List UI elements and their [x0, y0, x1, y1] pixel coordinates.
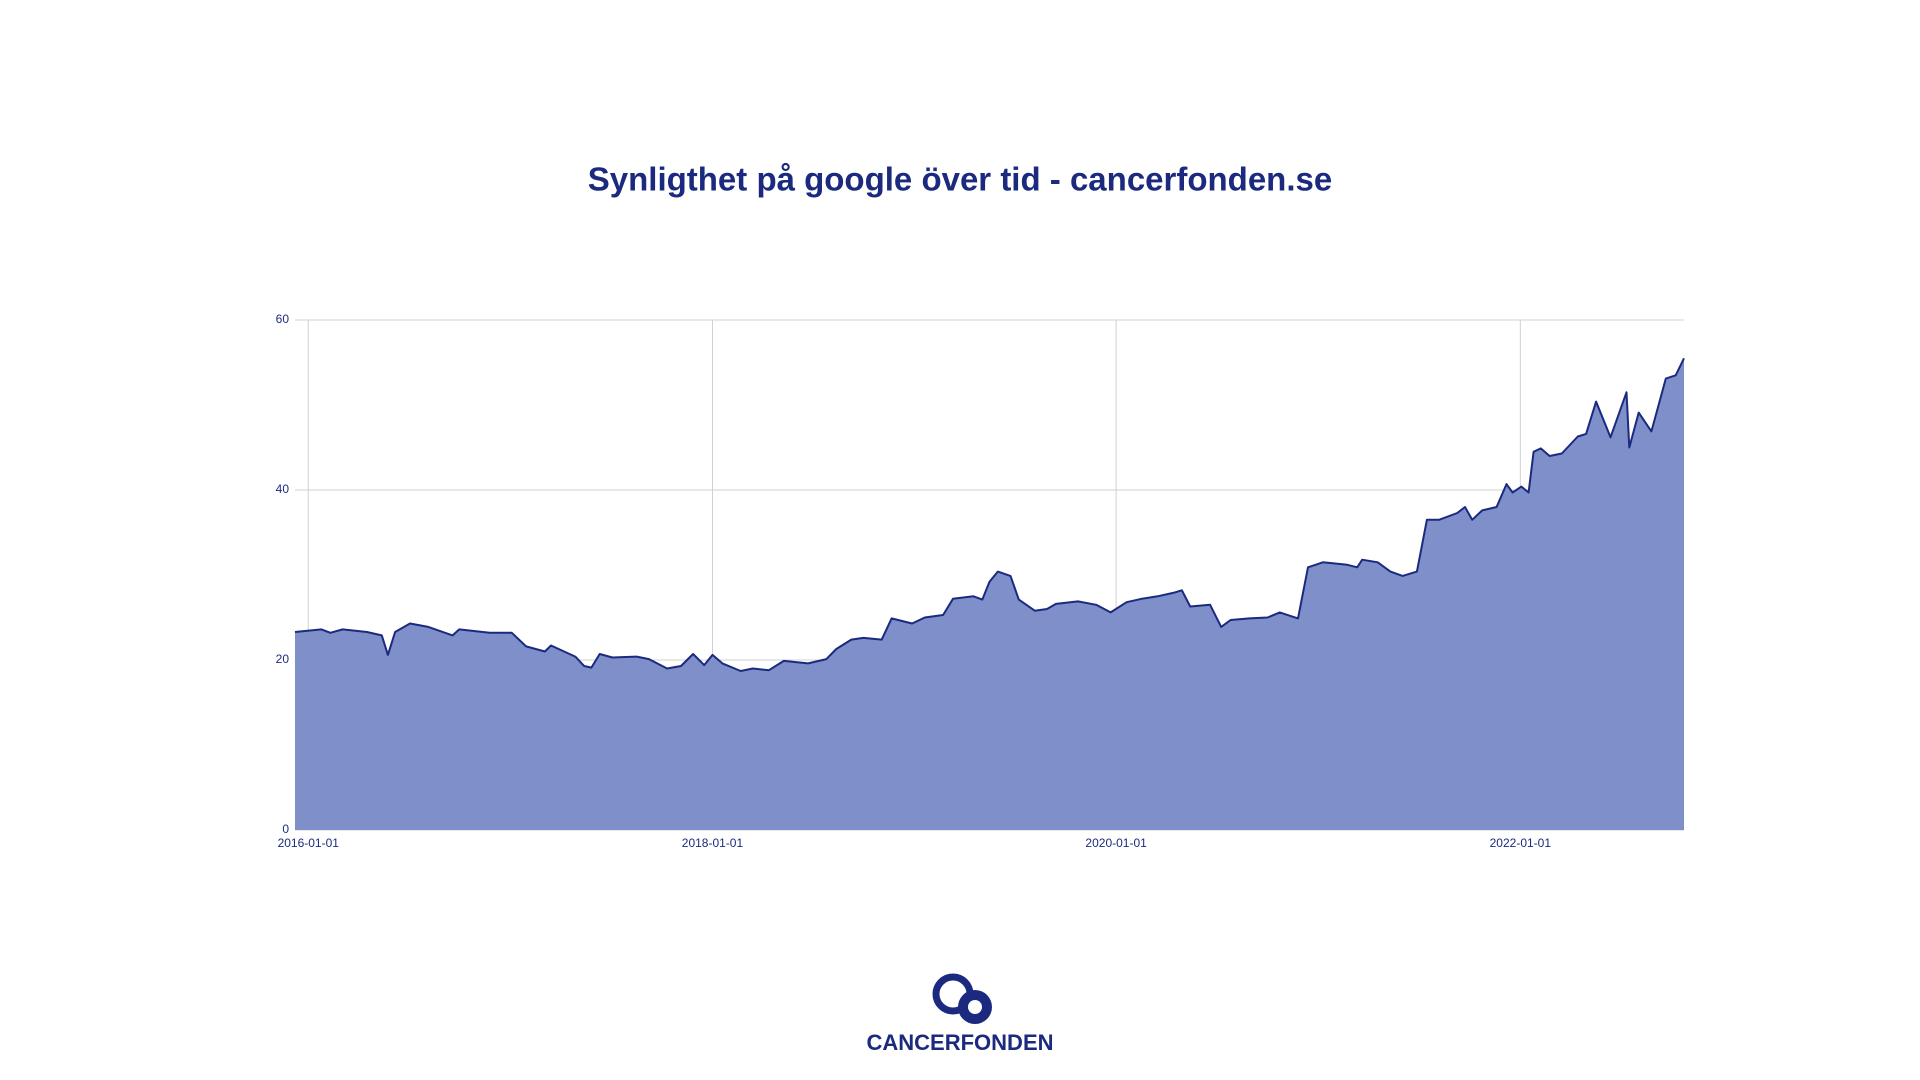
chart-title: Synligthet på google över tid - cancerfo… — [588, 161, 1332, 198]
logo-hole — [968, 1000, 982, 1014]
y-tick-label: 40 — [276, 482, 290, 496]
logo-text: CANCERFONDEN — [867, 1030, 1054, 1055]
x-tick-label: 2016-01-01 — [278, 836, 340, 850]
y-tick-label: 60 — [276, 312, 290, 326]
logo — [932, 973, 992, 1024]
x-tick-label: 2020-01-01 — [1085, 836, 1147, 850]
x-tick-label: 2022-01-01 — [1490, 836, 1552, 850]
y-tick-label: 0 — [282, 822, 289, 836]
y-tick-label: 20 — [276, 652, 290, 666]
area — [295, 358, 1684, 830]
x-tick-label: 2018-01-01 — [682, 836, 744, 850]
line — [294, 357, 1685, 672]
